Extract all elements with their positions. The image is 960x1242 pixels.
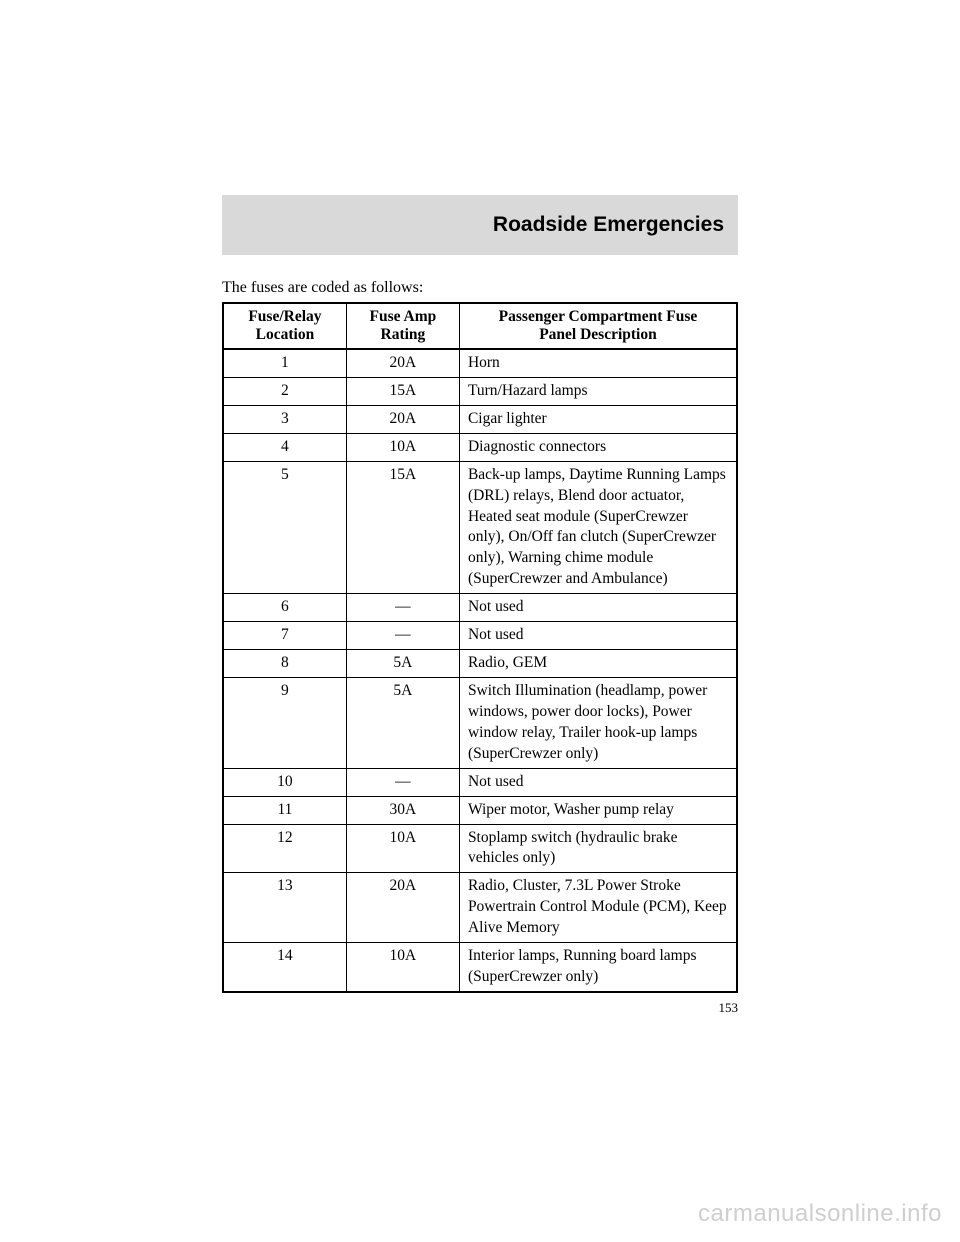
cell-description: Not used	[459, 622, 737, 650]
cell-location: 8	[223, 650, 346, 678]
cell-amp: 10A	[346, 943, 459, 992]
section-header-title: Roadside Emergencies	[493, 213, 724, 237]
cell-location: 14	[223, 943, 346, 992]
cell-amp: 5A	[346, 650, 459, 678]
table-row: 515ABack-up lamps, Daytime Running Lamps…	[223, 461, 737, 594]
cell-amp: 10A	[346, 824, 459, 873]
section-header-bar: Roadside Emergencies	[222, 195, 738, 255]
cell-location: 5	[223, 461, 346, 594]
cell-description: Not used	[459, 768, 737, 796]
fuse-table: Fuse/Relay Location Fuse Amp Rating Pass…	[222, 302, 738, 993]
cell-location: 13	[223, 873, 346, 943]
col-header-text: Panel Description	[539, 326, 657, 343]
table-row: 85ARadio, GEM	[223, 650, 737, 678]
table-row: 10—Not used	[223, 768, 737, 796]
table-row: 7—Not used	[223, 622, 737, 650]
cell-location: 9	[223, 677, 346, 768]
table-row: 120AHorn	[223, 349, 737, 377]
cell-amp: 15A	[346, 377, 459, 405]
cell-amp: 10A	[346, 433, 459, 461]
cell-amp: 20A	[346, 873, 459, 943]
cell-amp: 30A	[346, 796, 459, 824]
table-header-row: Fuse/Relay Location Fuse Amp Rating Pass…	[223, 303, 737, 349]
col-header-amp: Fuse Amp Rating	[346, 303, 459, 349]
watermark-text: carmanualsonline.info	[698, 1200, 942, 1228]
cell-location: 2	[223, 377, 346, 405]
cell-description: Back-up lamps, Daytime Running Lamps (DR…	[459, 461, 737, 594]
table-row: 320ACigar lighter	[223, 405, 737, 433]
table-row: 1210AStoplamp switch (hydraulic brake ve…	[223, 824, 737, 873]
cell-description: Stoplamp switch (hydraulic brake vehicle…	[459, 824, 737, 873]
cell-amp: —	[346, 768, 459, 796]
table-row: 1410AInterior lamps, Running board lamps…	[223, 943, 737, 992]
cell-location: 4	[223, 433, 346, 461]
cell-description: Not used	[459, 594, 737, 622]
cell-description: Wiper motor, Washer pump relay	[459, 796, 737, 824]
table-row: 215ATurn/Hazard lamps	[223, 377, 737, 405]
col-header-text: Passenger Compartment Fuse	[499, 308, 698, 325]
cell-description: Turn/Hazard lamps	[459, 377, 737, 405]
cell-amp: —	[346, 622, 459, 650]
col-header-desc: Passenger Compartment Fuse Panel Descrip…	[459, 303, 737, 349]
table-row: 410ADiagnostic connectors	[223, 433, 737, 461]
page-number: 153	[719, 1000, 739, 1016]
cell-description: Diagnostic connectors	[459, 433, 737, 461]
cell-description: Cigar lighter	[459, 405, 737, 433]
cell-description: Radio, Cluster, 7.3L Power Stroke Powert…	[459, 873, 737, 943]
table-row: 1130AWiper motor, Washer pump relay	[223, 796, 737, 824]
cell-amp: 20A	[346, 405, 459, 433]
cell-location: 3	[223, 405, 346, 433]
table-row: 6—Not used	[223, 594, 737, 622]
table-row: 1320ARadio, Cluster, 7.3L Power Stroke P…	[223, 873, 737, 943]
cell-amp: —	[346, 594, 459, 622]
cell-amp: 5A	[346, 677, 459, 768]
cell-amp: 15A	[346, 461, 459, 594]
cell-location: 7	[223, 622, 346, 650]
cell-location: 10	[223, 768, 346, 796]
cell-description: Switch Illumination (headlamp, power win…	[459, 677, 737, 768]
cell-location: 12	[223, 824, 346, 873]
col-header-location: Fuse/Relay Location	[223, 303, 346, 349]
table-row: 95ASwitch Illumination (headlamp, power …	[223, 677, 737, 768]
cell-description: Horn	[459, 349, 737, 377]
cell-location: 1	[223, 349, 346, 377]
intro-text: The fuses are coded as follows:	[222, 279, 738, 297]
cell-location: 11	[223, 796, 346, 824]
col-header-text: Fuse Amp	[370, 308, 437, 325]
cell-amp: 20A	[346, 349, 459, 377]
cell-description: Radio, GEM	[459, 650, 737, 678]
col-header-text: Rating	[381, 326, 426, 343]
cell-location: 6	[223, 594, 346, 622]
col-header-text: Fuse/Relay	[248, 308, 321, 325]
cell-description: Interior lamps, Running board lamps (Sup…	[459, 943, 737, 992]
col-header-text: Location	[256, 326, 315, 343]
